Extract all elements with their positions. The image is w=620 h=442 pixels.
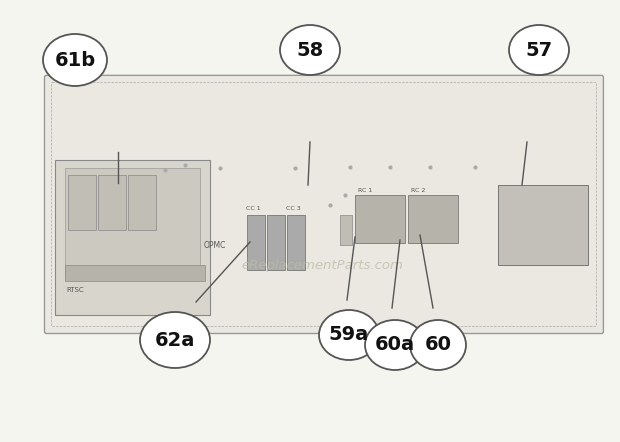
- Text: CC 1: CC 1: [246, 206, 260, 210]
- Bar: [408, 195, 458, 243]
- Ellipse shape: [280, 25, 340, 75]
- Bar: [498, 185, 588, 265]
- Text: 58: 58: [296, 41, 324, 60]
- Ellipse shape: [140, 312, 210, 368]
- Text: CC 3: CC 3: [286, 206, 300, 210]
- Text: 57: 57: [525, 41, 552, 60]
- Text: eReplacementParts.com: eReplacementParts.com: [241, 259, 404, 272]
- Bar: [65, 265, 205, 281]
- Text: 61b: 61b: [55, 50, 95, 69]
- Ellipse shape: [319, 310, 379, 360]
- Ellipse shape: [43, 34, 107, 86]
- Text: 62a: 62a: [155, 331, 195, 350]
- Ellipse shape: [509, 25, 569, 75]
- Ellipse shape: [410, 320, 466, 370]
- Bar: [247, 215, 265, 270]
- Text: RTSC: RTSC: [66, 287, 84, 293]
- Bar: [65, 168, 200, 278]
- Ellipse shape: [365, 320, 425, 370]
- Bar: [55, 160, 210, 315]
- Text: RC 2: RC 2: [411, 187, 425, 193]
- Bar: [128, 175, 156, 230]
- Bar: [340, 215, 352, 245]
- Bar: [287, 215, 305, 270]
- Text: RC 1: RC 1: [358, 187, 372, 193]
- Bar: [267, 215, 285, 270]
- Bar: [355, 195, 405, 243]
- FancyBboxPatch shape: [45, 75, 603, 334]
- Bar: [98, 175, 126, 230]
- Text: 60: 60: [425, 335, 451, 354]
- Text: 59a: 59a: [329, 325, 369, 344]
- Bar: [68, 175, 96, 230]
- Text: OPMC: OPMC: [204, 240, 226, 249]
- Text: 60a: 60a: [375, 335, 415, 354]
